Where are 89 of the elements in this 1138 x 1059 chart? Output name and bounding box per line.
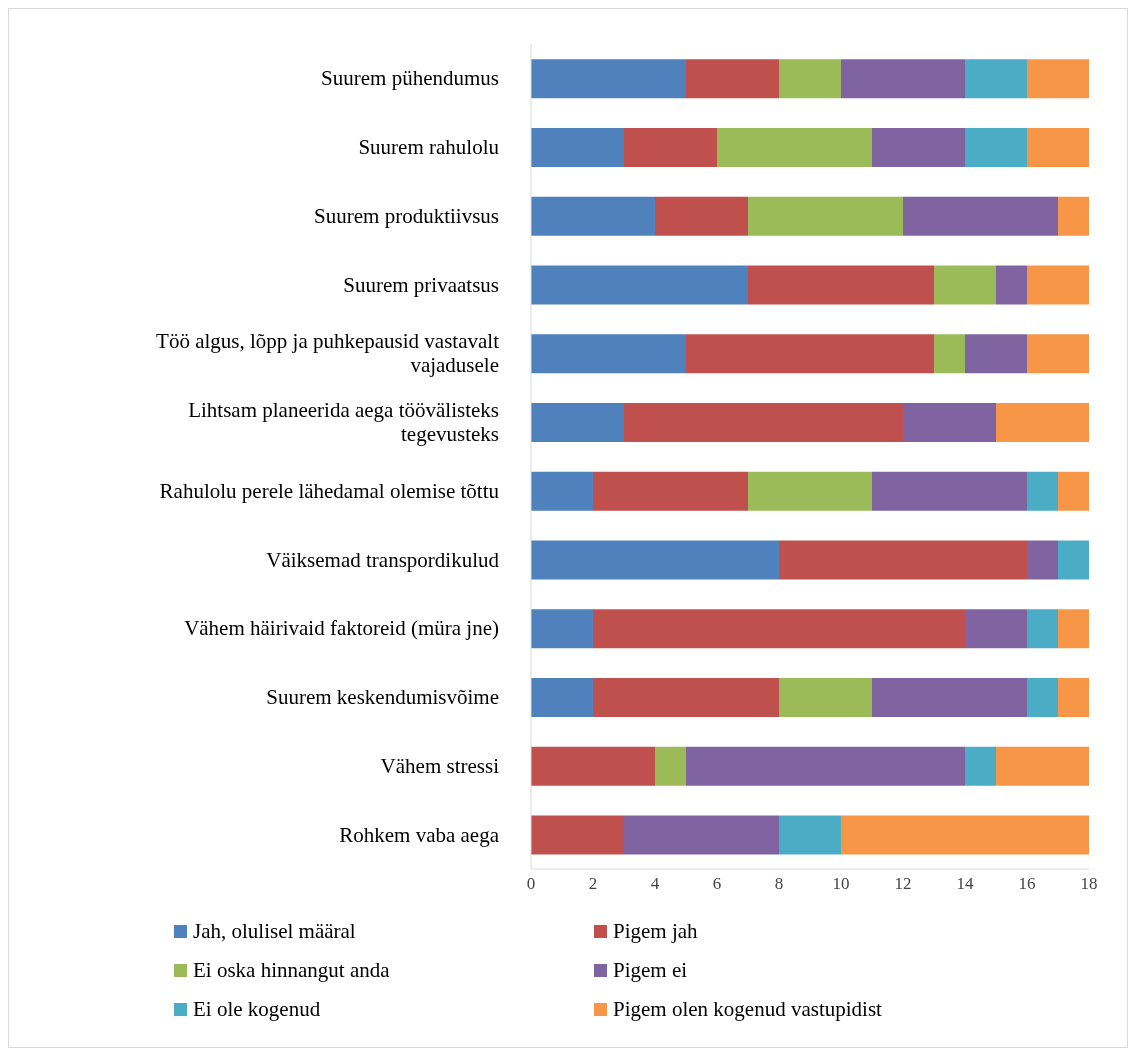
bar bbox=[779, 677, 872, 717]
bar bbox=[748, 265, 934, 305]
bar bbox=[593, 471, 748, 511]
bar bbox=[965, 334, 1027, 374]
bar bbox=[872, 127, 965, 167]
x-tick-label: 10 bbox=[832, 874, 850, 894]
bar bbox=[531, 334, 686, 374]
legend-label: Pigem ei bbox=[613, 958, 688, 983]
bar bbox=[531, 402, 624, 442]
bar bbox=[1058, 471, 1089, 511]
bar bbox=[1058, 609, 1089, 649]
x-tick-label: 12 bbox=[894, 874, 912, 894]
x-tick-label: 6 bbox=[712, 874, 722, 894]
bar bbox=[841, 815, 1089, 855]
x-tick-label: 0 bbox=[526, 874, 536, 894]
y-tick-label: Vähem stressi bbox=[380, 753, 500, 778]
y-tick-label: Lihtsam planeerida aega töövälisteks tegevusteks bbox=[188, 398, 499, 447]
bar bbox=[903, 196, 1058, 236]
bar bbox=[748, 471, 872, 511]
bar bbox=[1027, 334, 1089, 374]
bar bbox=[531, 609, 593, 649]
bar bbox=[531, 746, 655, 786]
y-tick-label: Suurem privaatsus bbox=[343, 272, 499, 297]
bar bbox=[593, 609, 965, 649]
bar bbox=[965, 127, 1027, 167]
legend-label: Ei ole kogenud bbox=[193, 997, 321, 1022]
y-tick-label: Töö algus, lõpp ja puhkepausid vastavalt vajadusele bbox=[156, 329, 500, 378]
bar bbox=[531, 677, 593, 717]
y-tick-label: Suurem keskendumisvõime bbox=[266, 685, 499, 710]
bar bbox=[1058, 540, 1089, 580]
bar bbox=[531, 196, 655, 236]
bar bbox=[779, 815, 841, 855]
y-tick-label: Väiksemad transpordikulud bbox=[266, 547, 500, 572]
bar bbox=[996, 402, 1089, 442]
bar bbox=[1027, 677, 1058, 717]
bar bbox=[779, 540, 1027, 580]
bar bbox=[934, 265, 996, 305]
bar bbox=[686, 746, 965, 786]
bar bbox=[996, 746, 1089, 786]
x-tick-label: 4 bbox=[650, 874, 660, 894]
bar bbox=[965, 609, 1027, 649]
y-tick-label: Rahulolu perele lähedamal olemise tõttu bbox=[159, 478, 500, 503]
legend-label: Pigem jah bbox=[613, 919, 698, 944]
bar bbox=[996, 265, 1027, 305]
bar bbox=[872, 471, 1027, 511]
bar bbox=[531, 540, 779, 580]
legend-label: Jah, olulisel määral bbox=[193, 919, 356, 944]
bar bbox=[655, 196, 748, 236]
x-tick-label: 8 bbox=[774, 874, 784, 894]
x-tick-label: 14 bbox=[956, 874, 974, 894]
y-tick-label: Suurem produktiivsus bbox=[314, 203, 499, 228]
bar bbox=[1058, 677, 1089, 717]
bar bbox=[1027, 609, 1058, 649]
bar bbox=[748, 196, 903, 236]
bar bbox=[965, 746, 996, 786]
bar bbox=[686, 334, 934, 374]
y-tick-label: Rohkem vaba aega bbox=[339, 822, 500, 847]
y-tick-label: Suurem rahulolu bbox=[358, 135, 500, 160]
bar bbox=[934, 334, 965, 374]
bar bbox=[655, 746, 686, 786]
bar bbox=[841, 59, 965, 99]
legend-label: Pigem olen kogenud vastupidist bbox=[613, 997, 882, 1022]
bar bbox=[624, 127, 717, 167]
bar bbox=[624, 402, 903, 442]
bar bbox=[531, 127, 624, 167]
bar bbox=[965, 59, 1027, 99]
x-tick-label: 2 bbox=[588, 874, 598, 894]
bar bbox=[717, 127, 872, 167]
bar bbox=[531, 471, 593, 511]
y-tick-label: Vähem häirivaid faktoreid (müra jne) bbox=[184, 616, 499, 641]
bar bbox=[1027, 471, 1058, 511]
bar bbox=[1027, 265, 1089, 305]
x-tick-label: 18 bbox=[1080, 874, 1098, 894]
bar bbox=[779, 59, 841, 99]
bar bbox=[1027, 59, 1089, 99]
bar bbox=[1058, 196, 1089, 236]
bar bbox=[872, 677, 1027, 717]
bar bbox=[1027, 127, 1089, 167]
x-tick-label: 16 bbox=[1018, 874, 1036, 894]
bar bbox=[531, 265, 748, 305]
bar bbox=[531, 815, 624, 855]
bar bbox=[624, 815, 779, 855]
bar bbox=[593, 677, 779, 717]
bar bbox=[903, 402, 996, 442]
legend-label: Ei oska hinnangut anda bbox=[193, 958, 390, 983]
bar bbox=[1027, 540, 1058, 580]
y-tick-label: Suurem pühendumus bbox=[321, 66, 499, 91]
bar bbox=[531, 59, 686, 99]
bar bbox=[686, 59, 779, 99]
